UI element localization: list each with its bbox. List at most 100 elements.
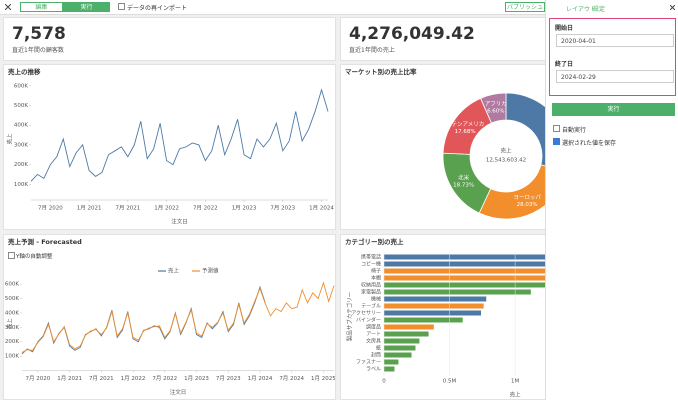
end-input[interactable]: 2024-02-29 [556,70,674,83]
chart: カテゴリー別の売上携帯電話コピー機椅子本棚収納用品家電製品機械テーブルアクセサリ… [345,237,609,399]
y-axis-label: 売上 [6,133,14,145]
y-tick-label: 封筒 [371,352,381,359]
x-tick-label: 7月 2020 [25,375,50,382]
bar [384,310,482,316]
x-tick-label: 1月 2021 [77,205,102,212]
x-tick-label: 1月 2023 [184,375,209,382]
x-tick-label: 1月 2022 [154,205,179,212]
publish-button[interactable]: パブリッシュ [505,2,545,12]
x-tick-label: 7月 2020 [38,205,63,212]
chart-title: 売上の推移 [8,67,41,76]
center-label: 売上 [500,147,512,155]
y-tick-label: 本棚 [371,275,381,282]
bar [384,268,581,274]
y-tick-label: バインダー [356,317,381,324]
y-tick-label: ファスナー [356,360,381,366]
center-total: 12,543,603.42 [486,158,526,164]
save-values-label: 選択された値を保存 [562,140,617,147]
y-tick-label: アート [366,332,381,338]
bar [384,338,420,344]
series-line [30,88,329,182]
bar [384,261,582,267]
auto-run-label: 自動実行 [562,127,587,134]
chart: 売上の推移 100K 200K 300K 400K 500K 600K 7月 2020 1月 2… [6,67,335,226]
toolbar: 編集 実行 データの再インポート パブリッシュ [0,0,678,15]
y-tick-label: 400K [14,123,28,129]
y-tick-label: テーブル [361,303,381,310]
edit-button[interactable]: 編集 [20,2,63,12]
bar [384,331,429,337]
checkbox[interactable] [8,252,15,259]
x-tick-label: 1月 2022 [121,375,146,382]
segment-label: ラテンアメリカ [446,121,484,128]
side-panel: レイアウト 設定 開始日 2020-04-01 終了日 2024-02-29 実… [545,0,678,400]
y-tick-label: ラベル [366,367,381,373]
segment-label: アフリカ [485,101,507,108]
segment-label: 北米 [458,174,470,182]
bar [384,296,487,302]
checkbox[interactable] [118,3,125,10]
bar [384,359,399,365]
x-axis-label: 注文日 [170,388,187,396]
bar [384,282,547,288]
segment-label: ヨーロッパ [513,194,541,201]
segment-value-label: 17.68% [455,129,476,135]
kpi-card: 7,578 直近1年間の顧客数 [3,17,336,61]
bar [384,345,416,351]
bar [384,324,434,330]
y-tick-label: 100K [14,182,28,188]
y-tick-label: 文房具 [366,338,381,345]
legend-label: 売上 [168,267,180,275]
y-tick-label: 300K [14,142,28,148]
x-tick-label: 1月 2023 [232,205,257,212]
layout-tab[interactable]: レイアウト [566,6,597,13]
settings-tab[interactable]: 設定 [593,6,606,13]
chart-title: カテゴリー別の売上 [345,237,404,246]
y-tick-label: 600K [5,282,19,288]
legend-label: 予測値 [202,267,219,275]
y-tick-label: 家電製品 [361,289,381,296]
y-tick-label: 調度品 [366,324,381,331]
option-label: Y軸の自動調整 [16,254,53,260]
y-tick-label: 300K [5,325,19,331]
x-tick-label: 1月 2024 [248,375,273,382]
x-tick-label: 1月 2021 [57,375,82,382]
checkbox-checked[interactable] [553,138,560,145]
close-icon[interactable] [5,4,11,10]
x-tick-label: 7月 2021 [89,375,114,382]
y-tick-label: 500K [14,103,28,109]
y-tick-label: コピー機 [361,261,381,268]
kpi-value: 7,578 [12,24,66,44]
checkbox[interactable] [553,125,560,132]
start-label: 開始日 [555,25,574,32]
x-tick-label: 7月 2023 [270,205,295,212]
y-tick-label: 収納用品 [361,282,381,289]
y-tick-label: 400K [5,310,19,316]
segment-value-label: 6.60% [487,109,504,115]
y-tick-label: 携帯電話 [361,254,381,261]
run-button[interactable]: 実行 [63,2,110,12]
apply-button[interactable]: 実行 [552,103,675,116]
y-tick-label: 600K [14,83,28,89]
x-tick-label: 7月 2024 [279,375,304,382]
x-tick-label: 1月 2024 [309,205,334,212]
segment-value-label: 28.03% [517,202,538,208]
x-axis-label: 注文日 [171,218,188,226]
bar [384,317,463,323]
series-line [21,281,335,353]
bar [384,352,412,358]
x-tick-label: 1月 2025 [311,375,336,382]
start-input[interactable]: 2020-04-01 [556,34,674,47]
close-icon[interactable] [670,5,675,10]
y-tick-label: 椅子 [371,268,381,275]
bar [384,366,395,372]
bar [384,289,531,295]
y-tick-label: 200K [5,339,19,345]
x-axis-label: 売上 [510,391,522,399]
chart-title: 売上予測 - Forecasted [8,237,82,246]
segment-value-label: 18.73% [453,183,474,189]
reimport-label: データの再インポート [127,5,188,12]
series-line [21,285,266,355]
x-tick-label: 0 [382,379,386,385]
